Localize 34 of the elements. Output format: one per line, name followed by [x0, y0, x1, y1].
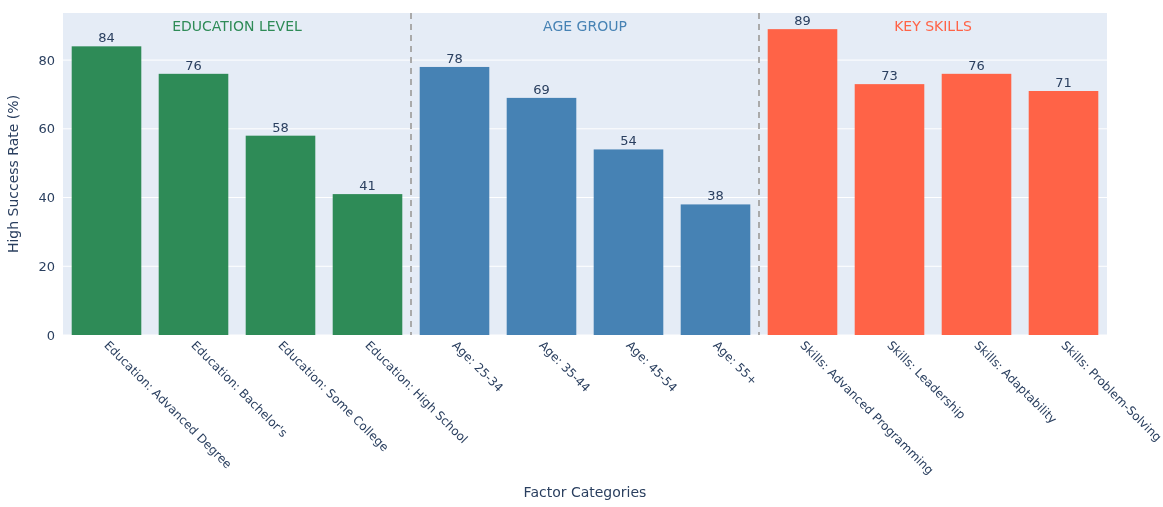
bar: [506, 97, 577, 335]
bar: [71, 46, 142, 335]
bar: [245, 135, 316, 335]
annotation: KEY SKILLS: [894, 18, 972, 34]
y-tick-label: 0: [46, 327, 55, 343]
bar: [1028, 91, 1099, 335]
data-label: 38: [707, 188, 724, 204]
data-label: 69: [533, 81, 550, 97]
y-tick-label: 20: [38, 258, 55, 274]
x-axis-title: Factor Categories: [523, 484, 647, 500]
y-axis-title: High Success Rate (%): [5, 94, 21, 254]
data-label: 89: [794, 13, 811, 29]
bar: [593, 149, 664, 335]
bar: [332, 194, 403, 335]
bar: [854, 84, 925, 335]
y-tick-label: 80: [38, 52, 55, 68]
data-label: 71: [1055, 75, 1072, 91]
bar: [767, 29, 838, 335]
y-tick-label: 60: [38, 121, 55, 137]
data-label: 76: [185, 57, 202, 73]
annotation: AGE GROUP: [543, 18, 627, 34]
data-label: 54: [620, 133, 637, 149]
data-label: 76: [968, 57, 985, 73]
annotation: EDUCATION LEVEL: [172, 18, 303, 34]
bar: [158, 73, 229, 335]
y-tick-label: 40: [38, 190, 55, 206]
bar: [941, 73, 1012, 335]
data-label: 58: [272, 119, 289, 135]
data-label: 78: [446, 50, 463, 66]
data-label: 84: [98, 30, 115, 46]
data-label: 41: [359, 178, 376, 194]
bar: [419, 66, 490, 335]
data-label: 73: [881, 68, 898, 84]
bar: [680, 204, 751, 335]
